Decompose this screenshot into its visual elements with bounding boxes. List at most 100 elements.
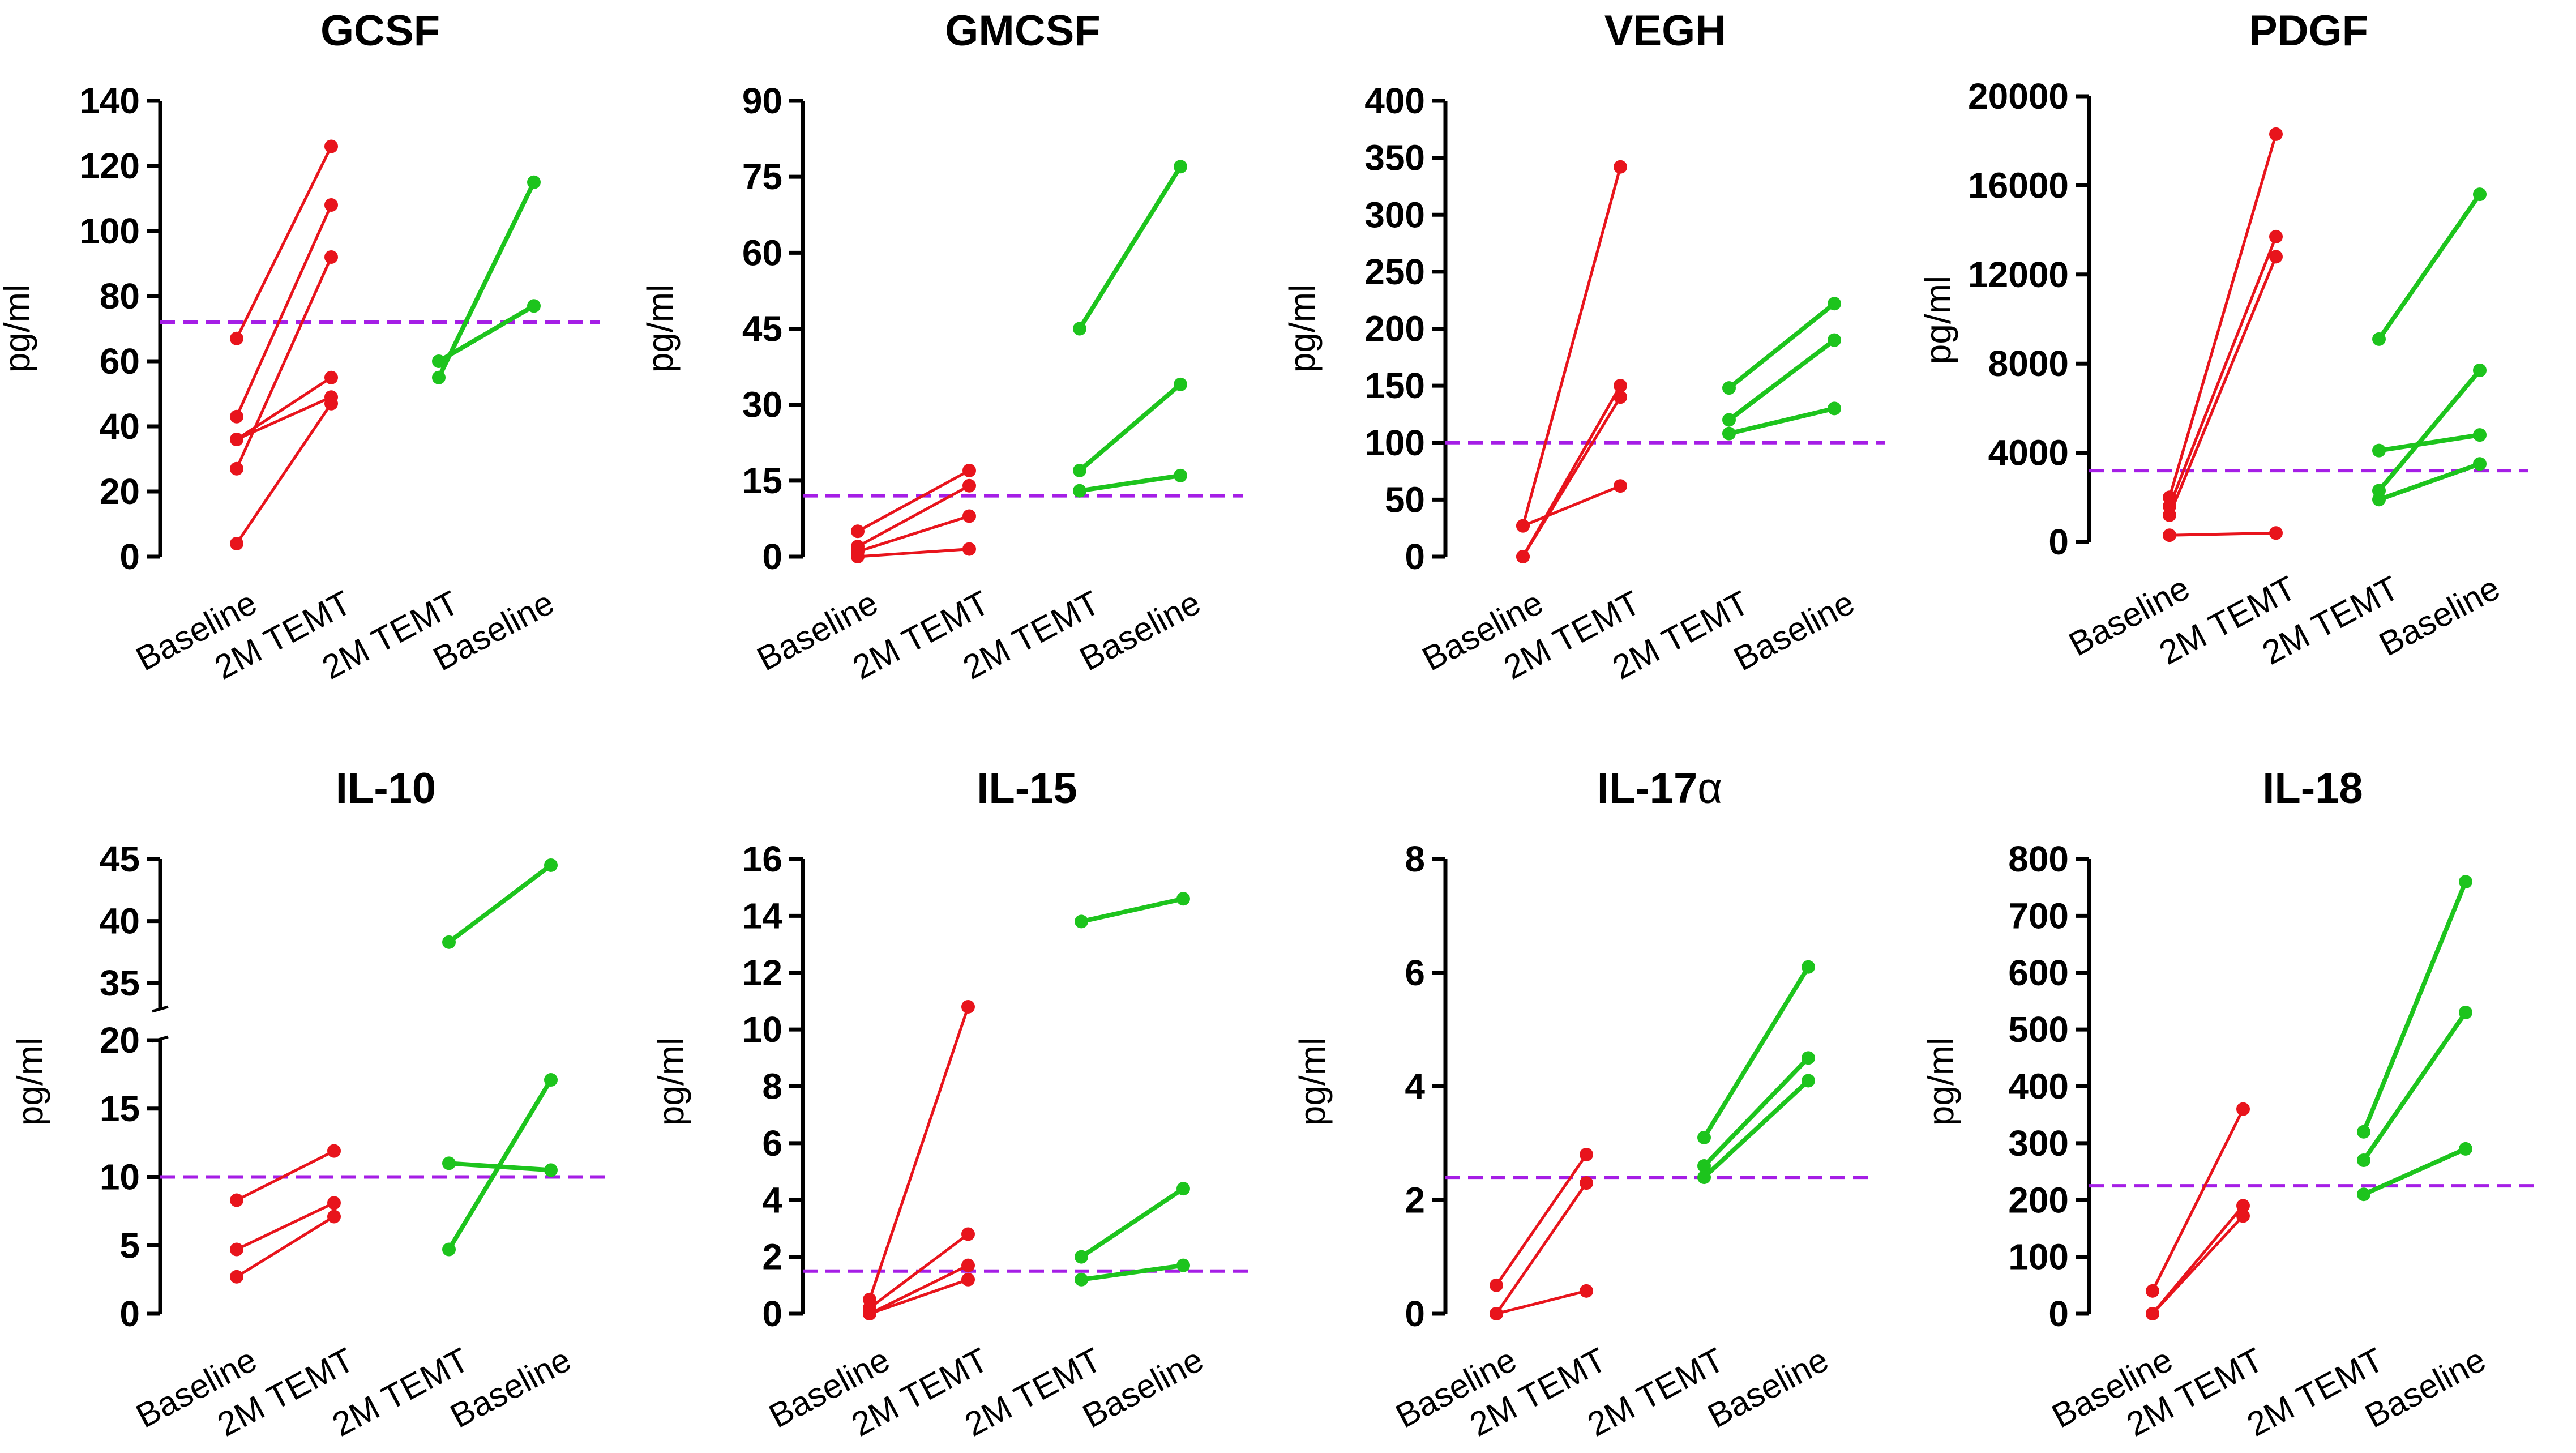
series-line-green-2 xyxy=(1727,338,1836,422)
y-tick-label: 8000 xyxy=(1988,343,2069,384)
y-axis-label: pg/ml xyxy=(640,284,681,373)
y-tick-label: 20000 xyxy=(1968,76,2069,117)
series-line-red-3 xyxy=(236,1215,335,1278)
data-point-red-1 xyxy=(1614,160,1627,174)
series-line-green-1 xyxy=(447,863,553,945)
series-line-green-3 xyxy=(1081,1263,1184,1282)
data-point-red-1 xyxy=(962,463,976,477)
series-line-green-2 xyxy=(437,304,536,364)
y-tick-label: 8 xyxy=(1405,839,1425,879)
data-point-green-2 xyxy=(1075,1250,1088,1264)
series-line-green-2 xyxy=(2361,1011,2468,1162)
data-point-green-2 xyxy=(1174,377,1187,391)
data-point-red-2 xyxy=(230,1242,243,1257)
data-point-green-2 xyxy=(2459,1006,2472,1020)
x-category-label: 2M TEMT xyxy=(1581,1340,1730,1443)
data-point-red-4 xyxy=(324,250,338,264)
data-point-red-3 xyxy=(2236,1209,2250,1223)
chart-title-text: PDGF xyxy=(2249,7,2368,55)
series-line-red-1 xyxy=(857,469,970,533)
series-line-red-5 xyxy=(236,395,332,441)
y-tick-label: 150 xyxy=(1364,365,1425,406)
data-point-red-3 xyxy=(1580,1284,1593,1298)
data-point-green-3 xyxy=(1174,468,1187,482)
data-point-green-3 xyxy=(1802,1074,1815,1088)
y-tick-label: 35 xyxy=(100,963,140,1003)
chart-panel-3: 0 50 100 150 200 250 300 350 400 VEGH pg/ml Baselin… xyxy=(1282,7,1885,687)
y-tick-label: 0 xyxy=(119,536,140,577)
y-tick-label: 200 xyxy=(1364,309,1425,349)
data-point-red-3 xyxy=(1516,550,1530,563)
data-point-red-1 xyxy=(230,1193,243,1207)
data-point-red-1 xyxy=(1490,1278,1503,1292)
y-tick-label: 800 xyxy=(2008,839,2069,879)
chart-title: GMCSF xyxy=(945,7,1100,55)
y-tick-label: 200 xyxy=(2008,1180,2069,1220)
data-point-red-6 xyxy=(324,396,338,411)
y-tick-label: 100 xyxy=(79,211,140,251)
y-tick-label: 20 xyxy=(100,471,140,512)
chart-title-text: GMCSF xyxy=(945,7,1100,55)
y-tick-label: 100 xyxy=(2008,1237,2069,1277)
y-tick-label: 50 xyxy=(1385,479,1425,520)
data-point-green-2 xyxy=(2473,364,2487,378)
data-point-red-2 xyxy=(1580,1176,1593,1190)
data-point-red-2 xyxy=(230,409,243,424)
series-line-red-3 xyxy=(857,515,970,553)
data-point-red-2 xyxy=(962,478,976,493)
data-point-red-3 xyxy=(1614,390,1627,404)
data-point-red-4 xyxy=(863,1307,876,1320)
series-line-red-4 xyxy=(235,256,333,469)
y-tick-label: 30 xyxy=(742,384,782,425)
data-point-green-1 xyxy=(1828,297,1841,311)
y-axis-label: pg/ml xyxy=(0,284,37,373)
chart-title: IL-10 xyxy=(336,764,436,813)
y-tick-label: 8 xyxy=(762,1066,782,1107)
y-tick-label: 0 xyxy=(1405,1293,1425,1334)
data-point-green-3 xyxy=(1722,426,1736,441)
data-point-green-2 xyxy=(1828,333,1841,347)
series-line-green-2 xyxy=(1080,1186,1185,1259)
series-line-red-2 xyxy=(868,1233,969,1309)
data-point-red-3 xyxy=(2269,250,2283,264)
data-point-green-2 xyxy=(1802,1051,1815,1065)
y-tick-label: 6 xyxy=(762,1123,782,1164)
series-line-red-4 xyxy=(2169,531,2277,537)
y-tick-label: 40 xyxy=(100,406,140,447)
data-point-red-3 xyxy=(2163,508,2176,522)
y-axis-label: pg/ml xyxy=(1918,276,1958,365)
chart-title: IL-18 xyxy=(2262,764,2363,813)
data-point-green-1 xyxy=(544,858,558,872)
data-point-red-1 xyxy=(2269,127,2283,141)
y-tick-label: 2 xyxy=(1405,1180,1425,1220)
data-point-green-3 xyxy=(1073,484,1086,498)
y-tick-label: 0 xyxy=(2048,522,2069,562)
data-point-green-1 xyxy=(442,935,456,949)
chart-title-text: IL-18 xyxy=(2262,764,2363,813)
series-line-red-1 xyxy=(236,1149,335,1202)
chart-panel-8: 0100200300400500600700800IL-18pg/mlBasel… xyxy=(1920,764,2536,1444)
data-point-red-4 xyxy=(1516,519,1530,533)
series-line-red-4 xyxy=(857,548,970,558)
series-line-green-3 xyxy=(1079,473,1181,493)
chart-title-text: GCSF xyxy=(320,7,440,55)
data-point-green-3 xyxy=(1828,401,1841,416)
x-category-label: Baseline xyxy=(1727,583,1860,678)
data-point-green-3 xyxy=(2459,1142,2472,1156)
data-point-red-4 xyxy=(1614,479,1627,493)
series-line-red-2 xyxy=(1495,1182,1588,1315)
series-line-green-3 xyxy=(1702,1079,1810,1180)
series-line-green-3 xyxy=(2363,1147,2467,1196)
data-point-green-4 xyxy=(2372,493,2386,507)
data-point-red-4 xyxy=(230,461,243,476)
data-point-green-3 xyxy=(1176,1258,1190,1272)
data-point-red-1 xyxy=(851,524,865,539)
y-tick-label: 600 xyxy=(2008,952,2069,993)
y-tick-label: 700 xyxy=(2008,895,2069,936)
chart-title-text: IL-10 xyxy=(336,764,436,813)
data-point-green-2 xyxy=(432,354,446,368)
series-line-red-1 xyxy=(2168,134,2278,498)
x-category-label: 2M TEMT xyxy=(2241,1340,2390,1443)
series-line-red-1 xyxy=(1495,1153,1588,1287)
data-point-green-3 xyxy=(2357,1187,2370,1202)
